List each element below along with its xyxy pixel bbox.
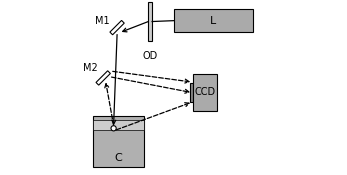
Bar (174, 9, 253, 32)
Polygon shape (110, 20, 124, 35)
Bar (93, 116, 144, 167)
Text: M2: M2 (83, 63, 98, 73)
Text: CCD: CCD (195, 87, 216, 97)
Text: L: L (210, 16, 217, 26)
Text: M1: M1 (95, 16, 110, 26)
Bar (194, 74, 217, 111)
Polygon shape (96, 71, 110, 85)
Text: OD: OD (143, 51, 158, 61)
Bar (93, 120, 144, 130)
Bar (191, 83, 194, 102)
Circle shape (111, 126, 116, 131)
Bar (148, 2, 152, 41)
Text: C: C (115, 153, 122, 163)
